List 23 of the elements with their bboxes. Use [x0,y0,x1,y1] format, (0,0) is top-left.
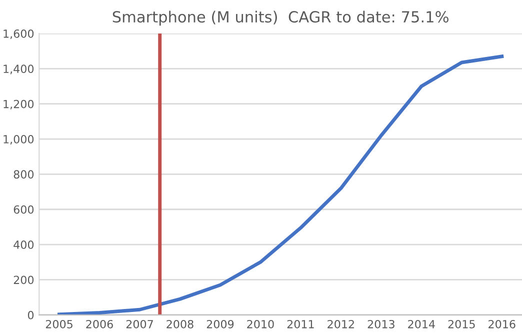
y-tick-label: 1,600 [4,29,34,40]
x-tick-label: 2007 [126,320,153,328]
x-tick-label: 2015 [448,320,475,328]
y-tick-label: 1,200 [4,100,34,110]
x-tick-label: 2008 [166,320,194,328]
line-series [58,54,504,315]
x-tick-label: 2006 [86,320,113,328]
y-tick-label: 800 [14,170,34,179]
y-tick-label: 0 [28,310,34,320]
y-tick-label: 1,400 [4,64,34,74]
y-tick-label: 1,000 [4,135,34,145]
chart-title: Smartphone (M units) CAGR to date: 75.1% [112,10,448,26]
x-tick-label: 2014 [408,320,435,328]
x-tick-label: 2016 [488,320,516,328]
x-tick-label: 2010 [247,320,274,328]
x-tick-label: 2011 [287,320,314,328]
x-tick-label: 2012 [328,320,354,328]
y-tick-label: 400 [14,240,34,249]
y-tick-label: 200 [14,276,34,284]
x-tick-label: 2013 [368,320,394,328]
x-tick-label: 2005 [46,320,72,328]
x-tick-label: 2009 [206,320,234,328]
y-tick-label: 600 [14,205,34,214]
